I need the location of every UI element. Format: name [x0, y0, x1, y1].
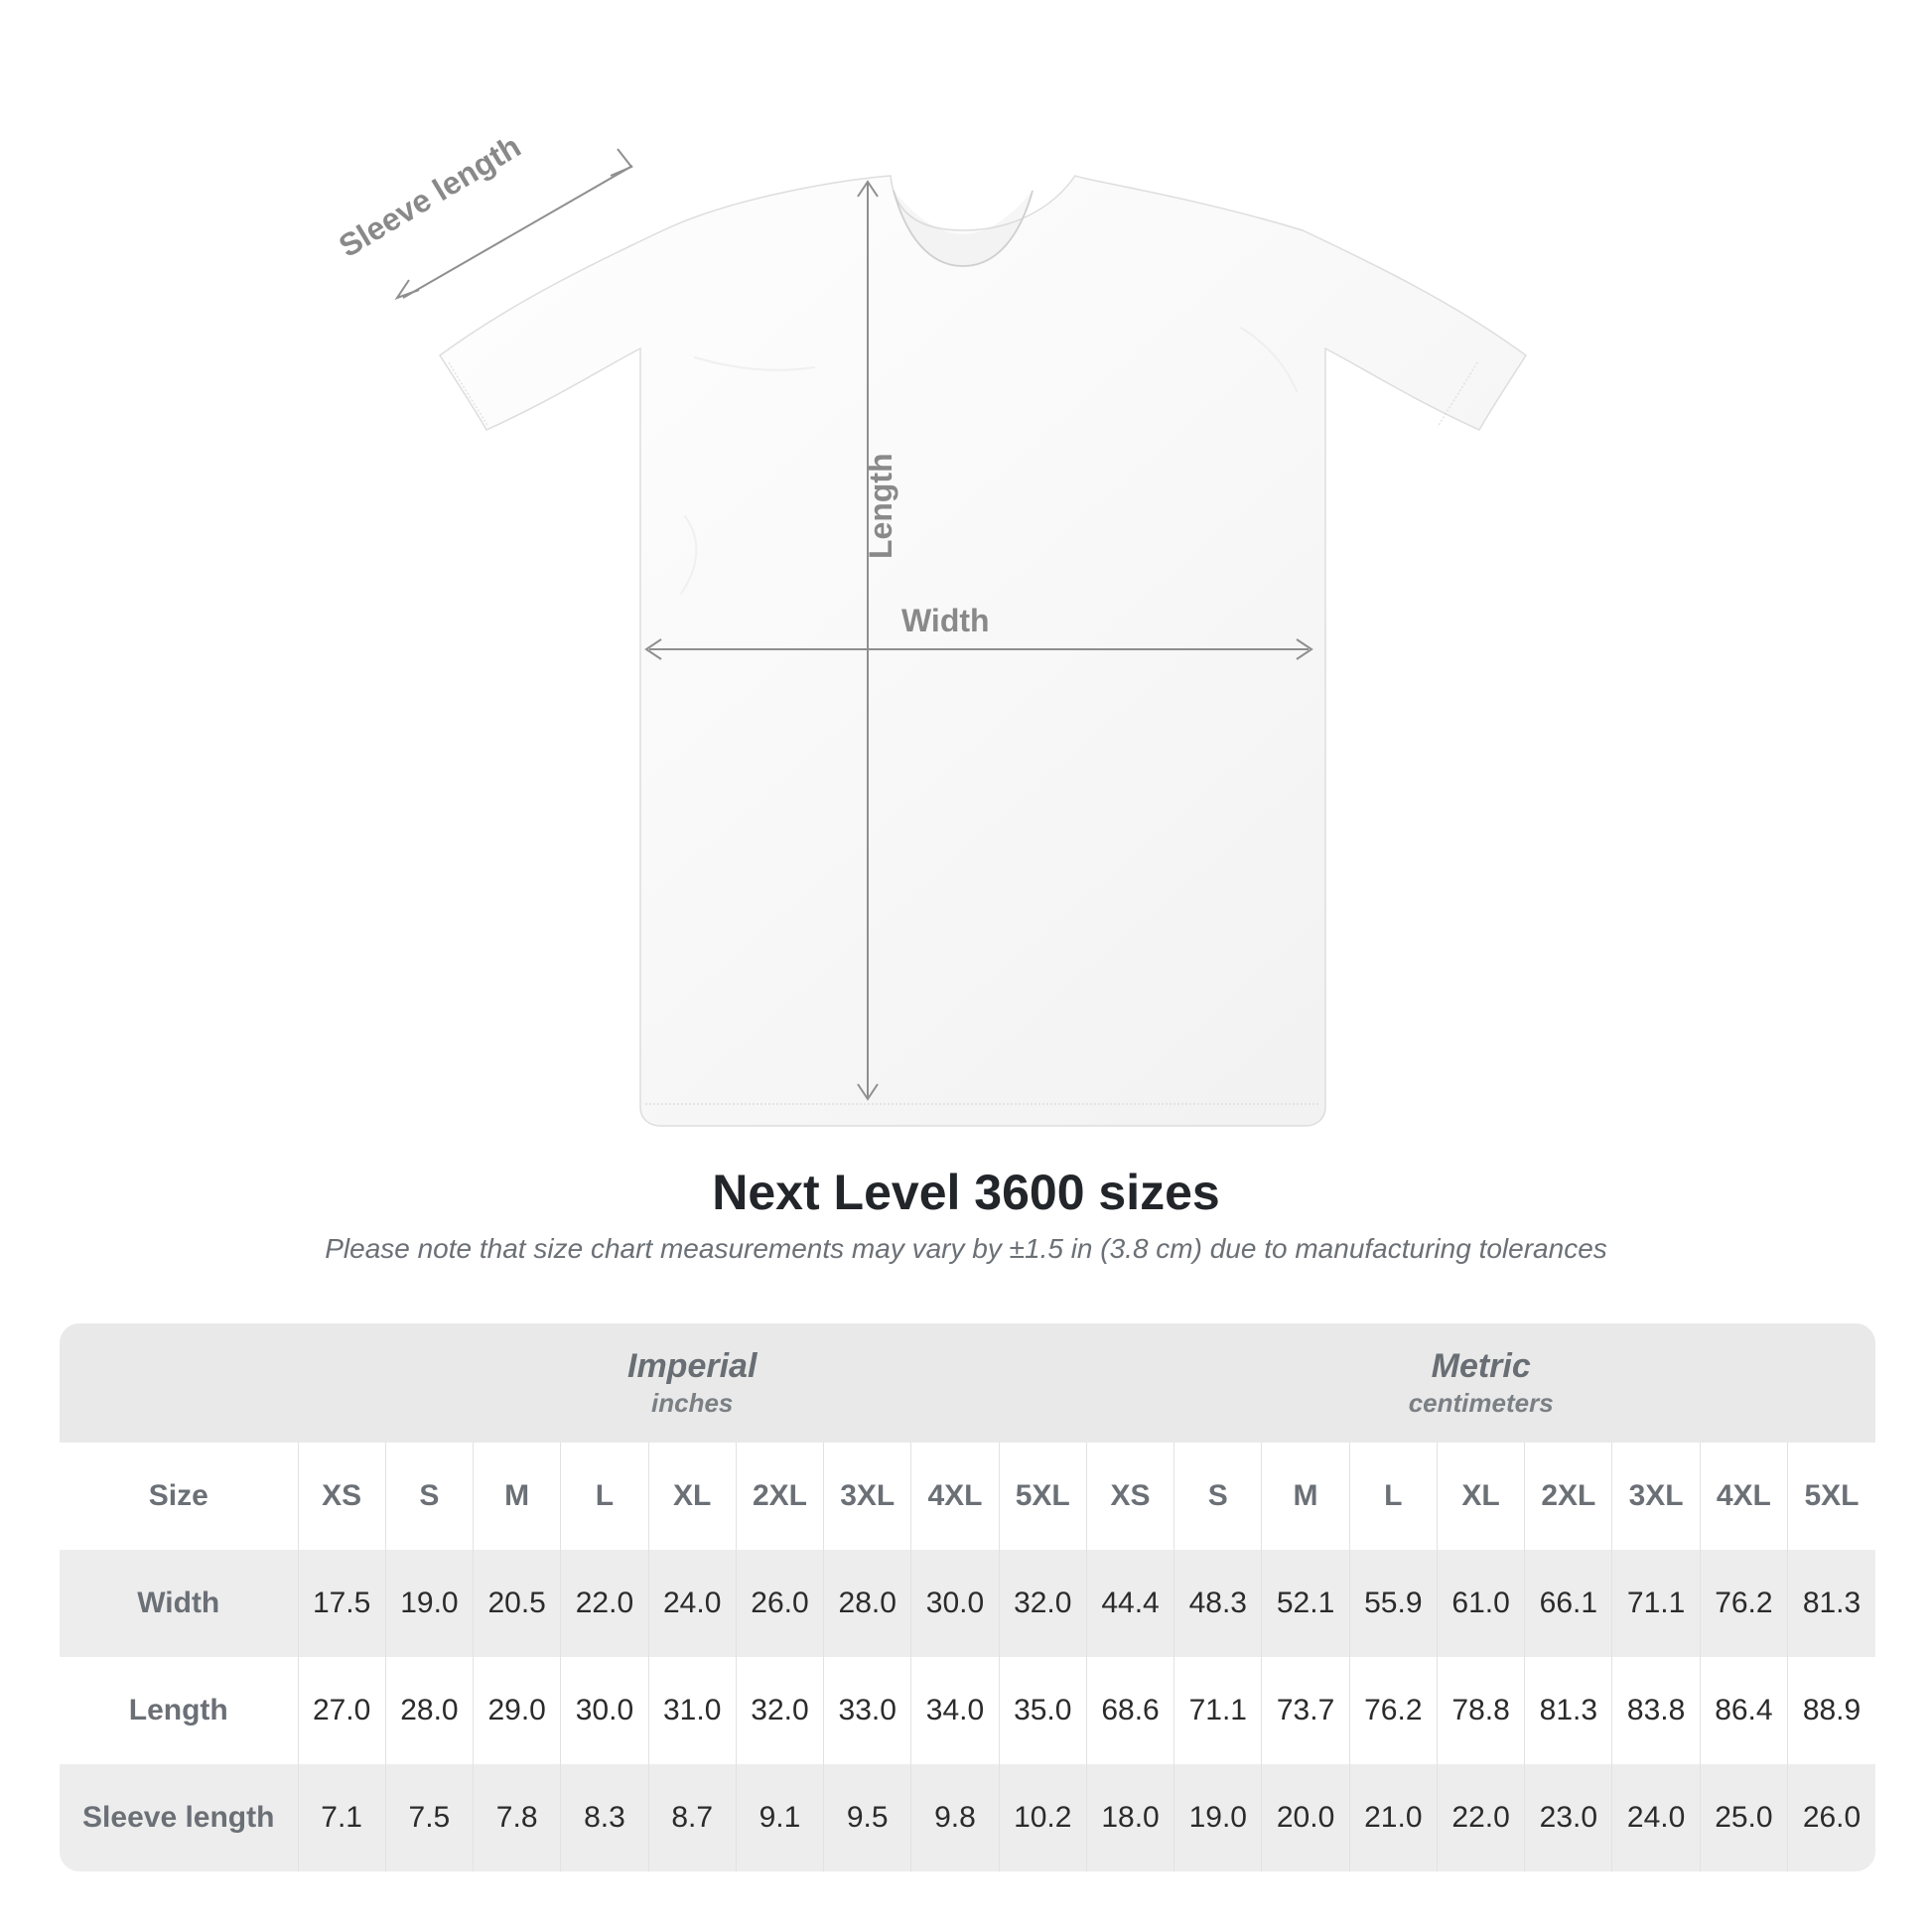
- svg-text:Length: Length: [863, 453, 898, 559]
- svg-text:Width: Width: [901, 603, 990, 638]
